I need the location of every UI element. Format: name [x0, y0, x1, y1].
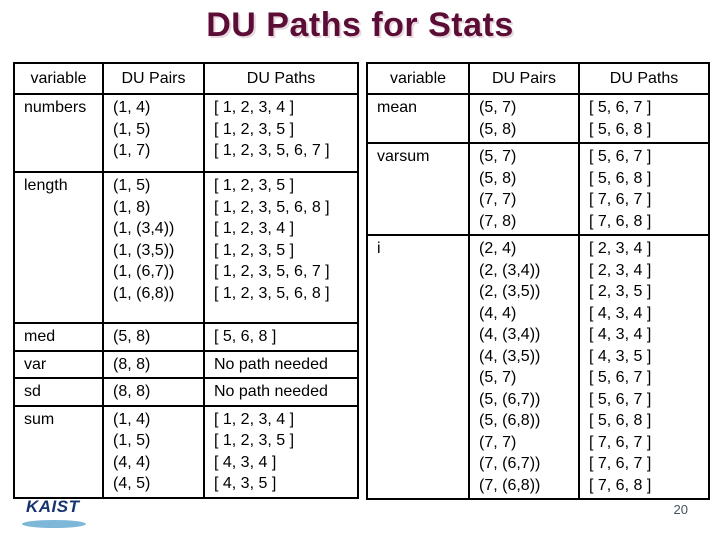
du-pairs-cell: (2, 4) (2, (3,4)) (2, (3,5)) (4, 4) (4, …	[468, 234, 580, 500]
du-paths-cell: [ 5, 6, 7 ] [ 5, 6, 8 ]	[578, 93, 710, 144]
du-pairs-cell: (8, 8)	[102, 377, 205, 407]
table-row: length (1, 5) (1, 8) (1, (3,4)) (1, (3,5…	[13, 171, 359, 324]
variable-cell: sum	[13, 404, 104, 499]
variable-cell: i	[366, 234, 470, 500]
kaist-logo-text: KAIST	[26, 497, 80, 516]
variable-cell: numbers	[13, 93, 104, 173]
du-pairs-cell: (1, 4) (1, 5) (4, 4) (4, 5)	[102, 404, 205, 499]
table-row: i (2, 4) (2, (3,4)) (2, (3,5)) (4, 4) (4…	[366, 234, 710, 500]
variable-cell: length	[13, 171, 104, 324]
du-paths-cell: [ 1, 2, 3, 4 ] [ 1, 2, 3, 5 ] [ 1, 2, 3,…	[203, 93, 359, 173]
table-row: med (5, 8) [ 5, 6, 8 ]	[13, 322, 359, 352]
column-header-du-paths: DU Paths	[578, 62, 710, 95]
du-paths-cell: [ 5, 6, 7 ] [ 5, 6, 8 ] [ 7, 6, 7 ] [ 7,…	[578, 142, 710, 236]
du-paths-cell: No path needed	[203, 349, 359, 379]
variable-cell: sd	[13, 377, 104, 407]
table-row: sum (1, 4) (1, 5) (4, 4) (4, 5) [ 1, 2, …	[13, 404, 359, 499]
table-header-row: variable DU Pairs DU Paths	[366, 62, 710, 95]
du-pairs-cell: (8, 8)	[102, 349, 205, 379]
kaist-logo-swoosh	[22, 520, 86, 528]
page-title: DU Paths for Stats	[206, 6, 514, 44]
du-paths-table-left: variable DU Pairs DU Paths numbers (1, 4…	[13, 62, 359, 499]
du-paths-table-right: variable DU Pairs DU Paths mean (5, 7) (…	[366, 62, 710, 500]
column-header-du-paths: DU Paths	[203, 62, 359, 95]
column-header-du-pairs: DU Pairs	[468, 62, 580, 95]
variable-cell: mean	[366, 93, 470, 144]
table-row: var (8, 8) No path needed	[13, 349, 359, 379]
du-pairs-cell: (1, 5) (1, 8) (1, (3,4)) (1, (3,5)) (1, …	[102, 171, 205, 324]
du-paths-cell: [ 5, 6, 8 ]	[203, 322, 359, 352]
du-pairs-cell: (5, 7) (5, 8) (7, 7) (7, 8)	[468, 142, 580, 236]
table-row: sd (8, 8) No path needed	[13, 377, 359, 407]
column-header-variable: variable	[366, 62, 470, 95]
du-pairs-cell: (5, 8)	[102, 322, 205, 352]
variable-cell: var	[13, 349, 104, 379]
table-row: varsum (5, 7) (5, 8) (7, 7) (7, 8) [ 5, …	[366, 142, 710, 236]
page-number: 20	[673, 502, 688, 517]
variable-cell: med	[13, 322, 104, 352]
du-paths-cell: [ 1, 2, 3, 5 ] [ 1, 2, 3, 5, 6, 8 ] [ 1,…	[203, 171, 359, 324]
variable-cell: varsum	[366, 142, 470, 236]
du-pairs-cell: (1, 4) (1, 5) (1, 7)	[102, 93, 205, 173]
table-row: mean (5, 7) (5, 8) [ 5, 6, 7 ] [ 5, 6, 8…	[366, 93, 710, 144]
du-pairs-cell: (5, 7) (5, 8)	[468, 93, 580, 144]
du-paths-cell: No path needed	[203, 377, 359, 407]
kaist-logo: KAIST	[22, 497, 88, 533]
table-row: numbers (1, 4) (1, 5) (1, 7) [ 1, 2, 3, …	[13, 93, 359, 173]
du-paths-cell: [ 2, 3, 4 ] [ 2, 3, 4 ] [ 2, 3, 5 ] [ 4,…	[578, 234, 710, 500]
table-header-row: variable DU Pairs DU Paths	[13, 62, 359, 95]
du-paths-cell: [ 1, 2, 3, 4 ] [ 1, 2, 3, 5 ] [ 4, 3, 4 …	[203, 404, 359, 499]
column-header-du-pairs: DU Pairs	[102, 62, 205, 95]
column-header-variable: variable	[13, 62, 104, 95]
